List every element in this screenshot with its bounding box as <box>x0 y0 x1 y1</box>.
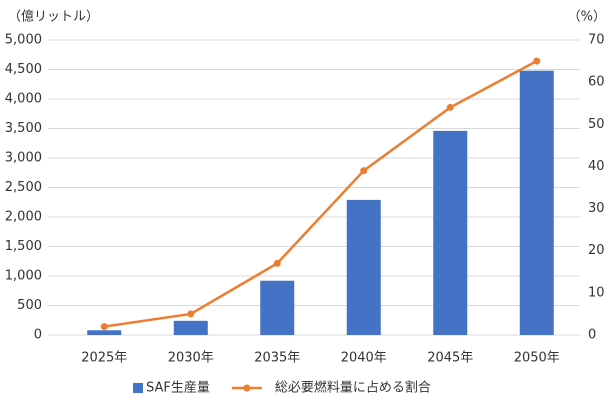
y2-tick-label: 50 <box>588 117 605 132</box>
x-tick-label: 2035年 <box>254 351 300 366</box>
x-tick-label: 2030年 <box>168 351 214 366</box>
y-axis-unit: （億リットル） <box>8 9 99 25</box>
y2-tick-label: 30 <box>588 201 605 216</box>
bar <box>519 70 554 336</box>
y-tick-label: 500 <box>17 298 42 313</box>
x-tick-label: 2045年 <box>427 351 473 366</box>
y2-tick-label: 20 <box>588 243 605 258</box>
y-tick-label: 1,500 <box>5 239 42 254</box>
y2-axis-unit: （%） <box>568 10 606 25</box>
y-tick-label: 3,500 <box>5 121 42 136</box>
line <box>104 59 538 328</box>
y-tick-label: 4,000 <box>5 92 42 107</box>
y-tick-label: 5,000 <box>5 33 42 48</box>
bar <box>260 280 295 335</box>
line-marker <box>100 323 108 331</box>
legend-label: SAF生産量 <box>146 380 210 396</box>
y2-tick-label: 70 <box>588 33 605 48</box>
y-tick-label: 0 <box>34 328 42 343</box>
y-tick-label: 4,500 <box>5 62 42 77</box>
x-tick-label: 2050年 <box>514 351 560 366</box>
y2-tick-label: 0 <box>588 328 596 343</box>
bar <box>346 199 381 335</box>
x-tick-label: 2025年 <box>81 351 127 366</box>
y-tick-label: 2,000 <box>5 210 42 225</box>
legend-swatch <box>133 383 143 393</box>
legend-label: 総必要燃料量に占める割合 <box>275 380 431 396</box>
y-tick-label: 3,000 <box>5 151 42 166</box>
y-tick-label: 1,000 <box>5 269 42 284</box>
line-marker <box>446 103 454 111</box>
bar <box>433 130 468 335</box>
line-marker <box>187 310 195 318</box>
bar <box>173 320 208 335</box>
legend-swatch <box>243 384 251 392</box>
line-marker <box>273 259 281 267</box>
x-tick-label: 2040年 <box>341 351 387 366</box>
y-tick-label: 2,500 <box>5 180 42 195</box>
y2-tick-label: 40 <box>588 159 605 174</box>
line-marker <box>360 167 368 175</box>
y2-tick-label: 10 <box>588 285 605 300</box>
y2-tick-label: 60 <box>588 75 605 90</box>
bar <box>87 330 122 335</box>
line-marker <box>533 57 541 65</box>
